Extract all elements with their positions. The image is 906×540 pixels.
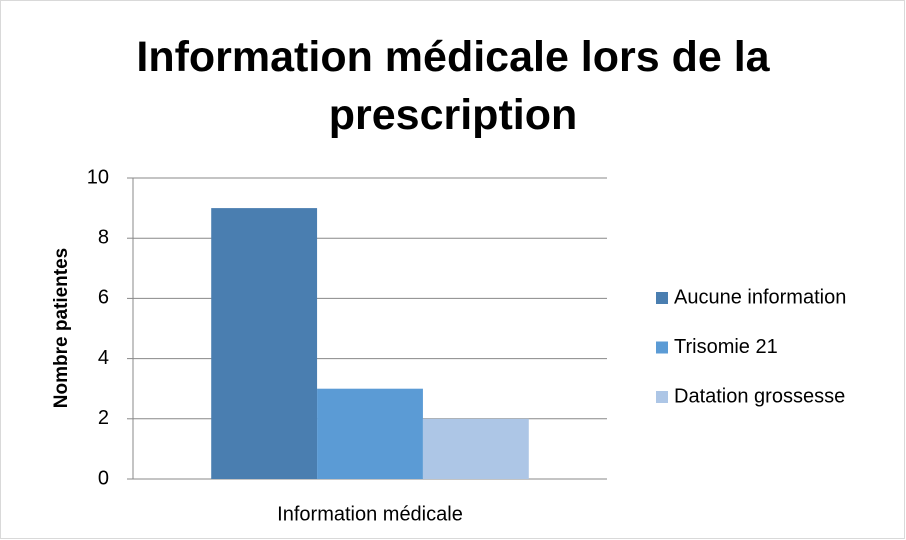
bar bbox=[211, 208, 318, 479]
y-tick-label: 0 bbox=[98, 467, 109, 489]
legend-swatch bbox=[656, 292, 668, 304]
legend-swatch bbox=[656, 391, 668, 403]
x-tick-label: Information médicale bbox=[277, 503, 463, 525]
y-tick-label: 10 bbox=[87, 166, 109, 188]
y-axis-label: Nombre patientes bbox=[51, 248, 72, 408]
legend-label: Trisomie 21 bbox=[674, 336, 778, 358]
y-tick-label: 8 bbox=[98, 226, 109, 248]
legend-label: Datation grossesse bbox=[674, 385, 845, 407]
bar bbox=[422, 418, 529, 479]
bar bbox=[317, 388, 423, 479]
y-tick-label: 4 bbox=[98, 347, 109, 369]
chart-title: Information médicale lors de la prescrip… bbox=[136, 33, 770, 139]
legend-swatch bbox=[656, 341, 668, 354]
legend-label: Aucune information bbox=[674, 286, 846, 308]
y-tick-label: 2 bbox=[98, 407, 109, 429]
y-tick-label: 6 bbox=[98, 287, 109, 309]
